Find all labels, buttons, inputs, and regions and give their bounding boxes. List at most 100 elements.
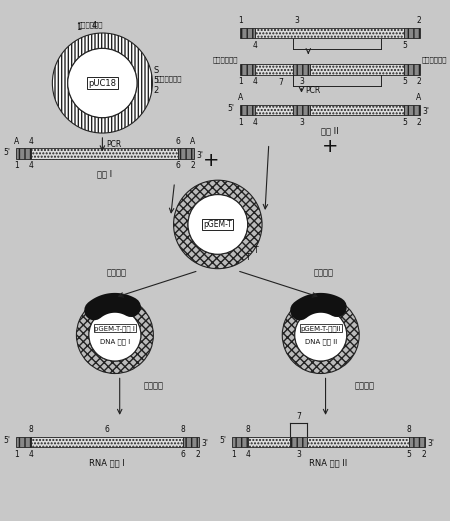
Text: 敏感上游引物: 敏感上游引物 — [78, 21, 104, 28]
Text: 6: 6 — [105, 425, 110, 434]
Text: 连接反应: 连接反应 — [107, 268, 127, 277]
Text: 1: 1 — [238, 118, 243, 127]
Text: 3': 3' — [423, 107, 430, 116]
Bar — [409, 437, 425, 447]
Bar — [293, 105, 310, 115]
Text: 7: 7 — [278, 78, 283, 86]
Text: 3': 3' — [197, 151, 204, 159]
Text: 体外转录: 体外转录 — [144, 381, 163, 391]
Text: 嵌合上游引物: 嵌合上游引物 — [212, 57, 238, 63]
Text: 1: 1 — [14, 450, 19, 458]
Text: 7: 7 — [296, 412, 301, 420]
Text: pGEM-T: pGEM-T — [203, 220, 232, 229]
Text: 5: 5 — [153, 76, 158, 84]
Text: A: A — [416, 93, 422, 102]
Text: T: T — [254, 246, 259, 255]
Bar — [310, 105, 405, 115]
Text: +: + — [322, 137, 338, 156]
Text: RNA 质控 I: RNA 质控 I — [89, 458, 125, 467]
Text: PCR: PCR — [306, 86, 320, 95]
Text: 5': 5' — [220, 437, 226, 445]
Bar — [405, 64, 420, 75]
Bar — [307, 437, 409, 447]
Bar — [16, 437, 31, 447]
Text: 4: 4 — [253, 77, 258, 86]
Text: 6: 6 — [181, 450, 186, 458]
Text: 3: 3 — [295, 16, 299, 26]
Text: 敏感下游引物: 敏感下游引物 — [156, 75, 182, 81]
Text: 产物 I: 产物 I — [97, 170, 112, 179]
Text: 5: 5 — [402, 41, 407, 49]
Text: 3: 3 — [296, 450, 301, 458]
Text: PCR: PCR — [106, 140, 122, 149]
Text: pGEM-T-产物II: pGEM-T-产物II — [301, 325, 341, 332]
Text: RNA 质控 II: RNA 质控 II — [309, 458, 347, 467]
Bar — [310, 64, 405, 75]
Bar — [240, 28, 255, 39]
Bar — [183, 437, 198, 447]
Bar — [255, 105, 293, 115]
Text: pUC18: pUC18 — [88, 79, 117, 88]
Text: 5: 5 — [402, 118, 407, 127]
Text: 2: 2 — [417, 16, 421, 26]
Bar — [240, 105, 255, 115]
Text: 1: 1 — [76, 23, 81, 32]
Text: 6: 6 — [176, 137, 181, 145]
Bar — [178, 148, 194, 158]
Text: 3': 3' — [428, 439, 435, 448]
Text: A: A — [14, 137, 19, 145]
Text: 4: 4 — [253, 118, 258, 127]
Bar — [248, 437, 290, 447]
Bar — [405, 105, 420, 115]
Bar — [255, 28, 405, 39]
Bar — [293, 64, 310, 75]
Text: 2: 2 — [190, 161, 195, 170]
Text: DNA 质控 II: DNA 质控 II — [305, 339, 337, 345]
Text: 8: 8 — [245, 425, 250, 434]
Text: T: T — [246, 253, 251, 262]
Text: 嵌合下游引物: 嵌合下游引物 — [422, 57, 447, 63]
Text: 1: 1 — [231, 450, 236, 458]
Bar — [31, 148, 178, 158]
Text: pGEM-T-产物 I: pGEM-T-产物 I — [94, 325, 135, 332]
Text: 8: 8 — [407, 425, 412, 434]
Circle shape — [68, 48, 137, 118]
Text: 4: 4 — [253, 41, 258, 49]
Text: 4: 4 — [29, 161, 34, 170]
Text: 5': 5' — [3, 437, 10, 445]
Bar — [255, 64, 293, 75]
Bar — [290, 437, 307, 447]
Circle shape — [188, 195, 248, 254]
Text: 4: 4 — [29, 450, 34, 458]
Bar — [232, 437, 248, 447]
Text: 2: 2 — [417, 77, 421, 86]
Bar — [16, 148, 31, 158]
Text: 产物 II: 产物 II — [321, 126, 339, 135]
Bar — [240, 64, 255, 75]
Text: 5': 5' — [3, 148, 10, 157]
Text: 1: 1 — [238, 77, 243, 86]
Text: 4: 4 — [245, 450, 250, 458]
Text: 连接反应: 连接反应 — [314, 268, 333, 277]
Circle shape — [295, 309, 346, 361]
Text: 1: 1 — [14, 161, 19, 170]
Text: 2: 2 — [153, 86, 158, 95]
Text: A: A — [190, 137, 195, 145]
Bar — [405, 28, 420, 39]
Text: S: S — [153, 66, 158, 75]
Text: 2: 2 — [421, 450, 426, 458]
Text: 3: 3 — [299, 77, 304, 86]
Circle shape — [89, 309, 141, 361]
Text: 3: 3 — [299, 118, 304, 127]
Text: 5: 5 — [402, 77, 407, 86]
Text: 4: 4 — [92, 21, 97, 30]
Text: 5: 5 — [407, 450, 412, 458]
Text: 5': 5' — [227, 105, 234, 114]
Text: 4: 4 — [29, 137, 34, 145]
Text: A: A — [238, 93, 243, 102]
Text: 2: 2 — [417, 118, 421, 127]
Text: 8: 8 — [181, 425, 185, 434]
Text: DNA 质控 I: DNA 质控 I — [100, 339, 130, 345]
Text: +: + — [203, 152, 219, 170]
Bar — [31, 437, 183, 447]
